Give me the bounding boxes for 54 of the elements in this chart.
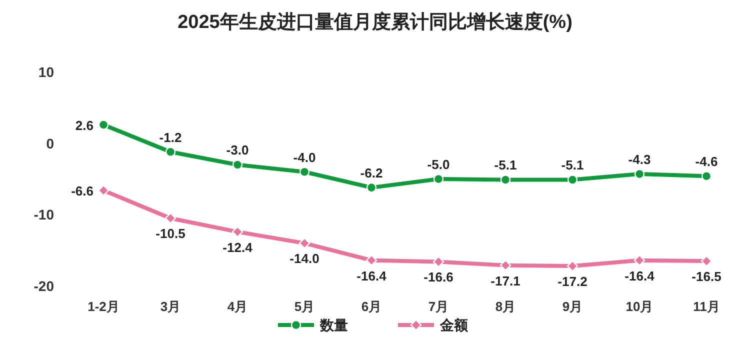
point [634, 254, 646, 266]
data-label: 2.6 [75, 118, 94, 133]
point [567, 174, 578, 185]
data-label: -5.1 [561, 158, 584, 173]
data-label: -16.6 [424, 270, 454, 285]
x-tick-label: 5月 [294, 299, 315, 314]
y-tick-label: -20 [34, 278, 54, 294]
x-tick-label: 1-2月 [88, 299, 120, 314]
x-tick-label: 6月 [361, 299, 382, 314]
x-tick-label: 4月 [227, 299, 248, 314]
data-label: -14.0 [290, 251, 320, 266]
x-tick-label: 8月 [495, 299, 516, 314]
point [500, 174, 511, 185]
point [299, 166, 310, 177]
point [164, 212, 176, 224]
data-label: -4.6 [695, 154, 718, 170]
x-tick-label: 7月 [428, 299, 449, 314]
data-label: -12.4 [222, 240, 254, 255]
legend-label: 数量 [319, 317, 348, 333]
point [366, 254, 378, 266]
chart-title: 2025年生皮进口量值月度累计同比增长速度(%) [178, 11, 572, 33]
data-label: -16.5 [692, 269, 722, 284]
data-label: -1.2 [159, 130, 182, 145]
data-label: -5.0 [427, 157, 450, 172]
point [500, 260, 512, 271]
point [232, 160, 243, 170]
y-tick-label: 0 [46, 135, 54, 152]
point [701, 171, 712, 182]
data-label: -17.1 [490, 273, 520, 288]
data-label: -4.3 [628, 152, 651, 168]
point [298, 238, 310, 249]
point [432, 256, 444, 268]
data-label: -16.4 [356, 268, 388, 284]
point [366, 182, 377, 193]
data-label: -3.0 [226, 142, 249, 158]
x-tick-label: 3月 [160, 299, 181, 314]
y-tick-label: 10 [38, 64, 54, 80]
data-label: -16.4 [624, 268, 656, 284]
data-label: -6.2 [360, 166, 383, 181]
x-tick-label: 11月 [693, 299, 720, 314]
point [634, 168, 645, 180]
data-label: -4.0 [293, 150, 316, 165]
point [433, 174, 444, 184]
x-tick-label: 10月 [626, 299, 654, 314]
x-tick-label: 9月 [562, 299, 583, 314]
data-label: -6.6 [71, 183, 94, 198]
y-tick-label: -10 [34, 206, 54, 223]
point [165, 146, 176, 157]
point [98, 120, 109, 130]
data-label: -17.2 [558, 274, 588, 290]
point [232, 226, 244, 238]
data-label: -10.5 [156, 226, 186, 242]
data-label: -5.1 [494, 158, 517, 173]
legend-label: 金额 [439, 317, 469, 333]
